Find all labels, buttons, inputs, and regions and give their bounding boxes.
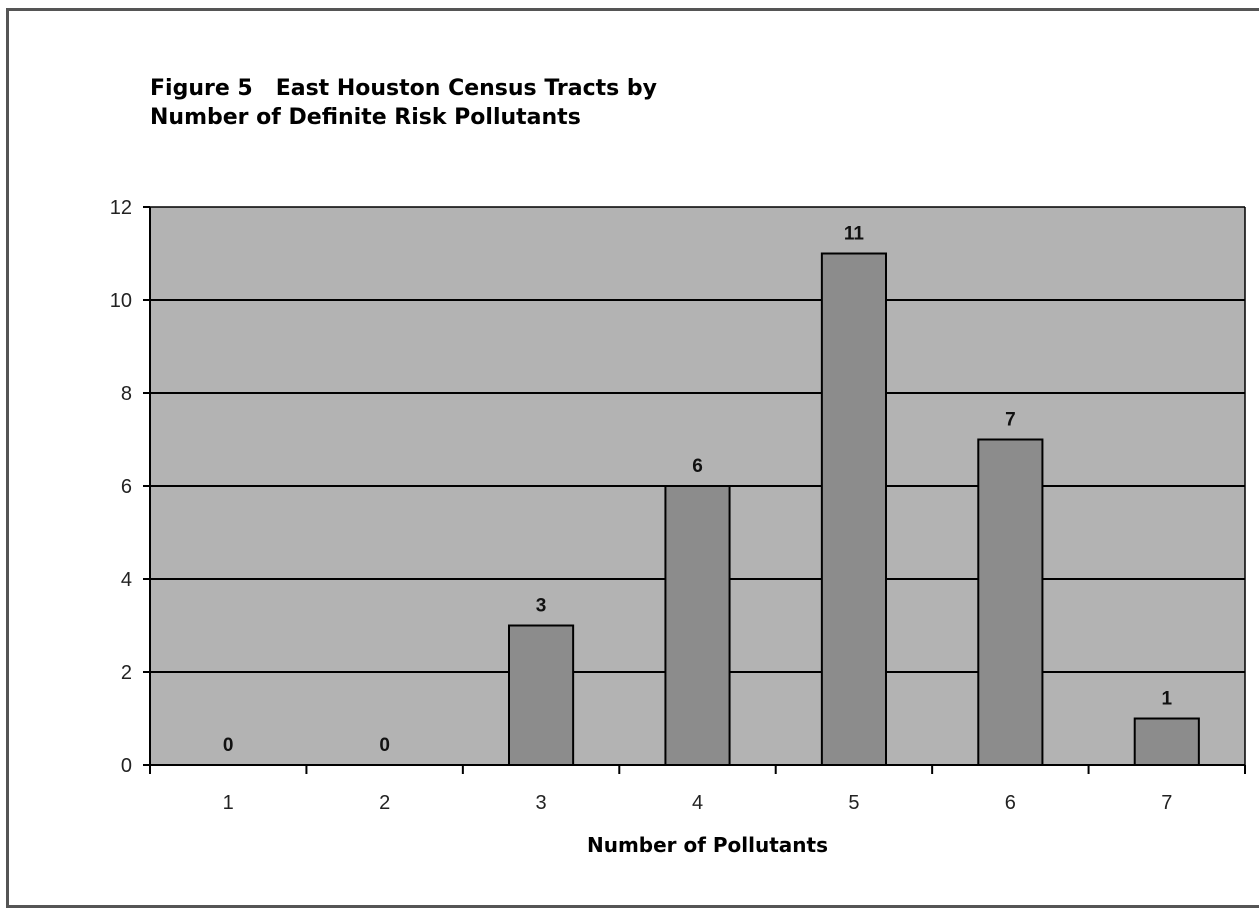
bar-4 — [664, 485, 731, 766]
y-tick-label-2: 2 — [121, 662, 132, 684]
x-tick-label-2: 2 — [379, 792, 390, 814]
x-tick-label-4: 4 — [692, 792, 703, 814]
bar-3 — [508, 624, 575, 766]
y-tick-label-4: 4 — [121, 569, 132, 591]
x-tick-label-7: 7 — [1161, 792, 1172, 814]
x-tick-label-3: 3 — [536, 792, 547, 814]
data-label-7: 1 — [1161, 689, 1172, 710]
data-label-3: 3 — [536, 596, 547, 617]
axes — [143, 206, 1246, 774]
x-tick-label-6: 6 — [1005, 792, 1016, 814]
y-tick-label-12: 12 — [110, 197, 132, 219]
figure-title-line-2: Number of Definite Risk Pollutants — [150, 105, 581, 130]
y-tick-label-0: 0 — [121, 755, 132, 777]
data-label-1: 0 — [223, 735, 234, 756]
x-axis-title: Number of Pollutants — [587, 833, 828, 857]
data-label-5: 11 — [844, 224, 865, 245]
data-label-4: 6 — [692, 456, 703, 477]
y-tick-label-6: 6 — [121, 476, 132, 498]
bars — [508, 252, 1200, 766]
data-label-2: 0 — [379, 735, 390, 756]
x-tick-label-5: 5 — [848, 792, 859, 814]
bar-6 — [977, 438, 1044, 766]
x-tick-label-1: 1 — [223, 792, 234, 814]
y-tick-label-8: 8 — [121, 383, 132, 405]
bar-5 — [820, 252, 887, 766]
figure-title-line-1: Figure 5 East Houston Census Tracts by — [150, 76, 657, 101]
data-label-6: 7 — [1005, 410, 1016, 431]
bar-7 — [1133, 717, 1200, 766]
figure-title: Figure 5 East Houston Census Tracts by N… — [150, 74, 657, 132]
y-tick-label-10: 10 — [110, 290, 132, 312]
